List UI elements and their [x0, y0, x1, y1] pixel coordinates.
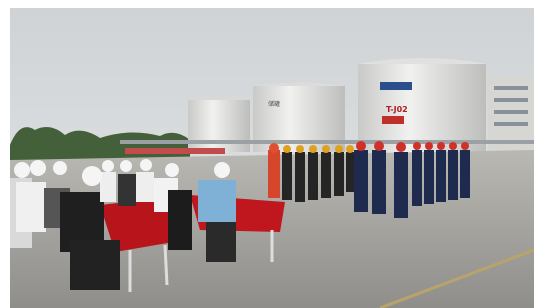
scene: 储罐 T-J02 [10, 8, 534, 308]
canopy [125, 148, 225, 154]
tank-label: T-J02 [386, 105, 408, 114]
pipe-rack [120, 140, 534, 144]
svg-text:储罐: 储罐 [268, 100, 280, 108]
photo: 储罐 T-J02 [0, 0, 534, 308]
